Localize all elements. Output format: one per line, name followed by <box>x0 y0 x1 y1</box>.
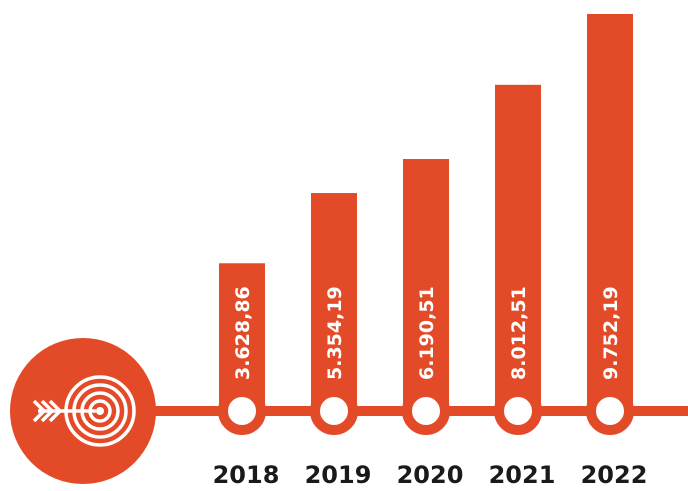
timeline-marker-2019 <box>310 387 358 435</box>
bar-2020 <box>403 158 449 411</box>
year-label-2018: 2018 <box>213 461 280 489</box>
bar-2022 <box>587 14 633 411</box>
timeline-marker-2022 <box>586 387 634 435</box>
year-labels: 2018 2019 2020 2021 2022 <box>213 461 648 489</box>
target-arrow-icon <box>10 338 156 484</box>
value-label-2019: 5.354,19 <box>324 286 346 380</box>
bars-layer <box>219 14 633 411</box>
bar-2018 <box>219 263 265 411</box>
timeline-markers <box>218 387 634 435</box>
year-label-2021: 2021 <box>489 461 556 489</box>
bar-2019 <box>311 193 357 411</box>
bar-2021 <box>495 84 541 411</box>
value-label-2021: 8.012,51 <box>508 286 530 380</box>
value-labels: 3.628,86 5.354,19 6.190,51 8.012,51 9.752,19 <box>232 286 622 380</box>
year-label-2019: 2019 <box>305 461 372 489</box>
value-label-2022: 9.752,19 <box>600 286 622 380</box>
timeline-marker-2021 <box>494 387 542 435</box>
value-label-2018: 3.628,86 <box>232 286 254 380</box>
year-label-2020: 2020 <box>397 461 464 489</box>
timeline-marker-2018 <box>218 387 266 435</box>
timeline-marker-2020 <box>402 387 450 435</box>
year-label-2022: 2022 <box>581 461 648 489</box>
value-label-2020: 6.190,51 <box>416 286 438 380</box>
